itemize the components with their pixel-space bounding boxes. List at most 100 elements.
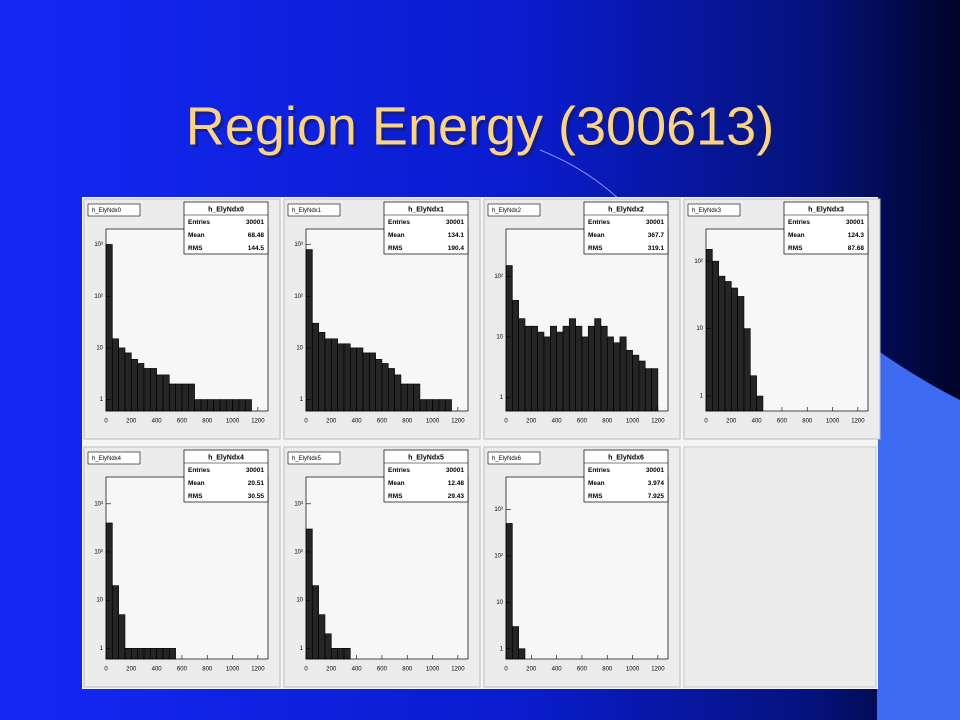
stats-name: Mean [588, 232, 605, 239]
histogram-bar [400, 383, 408, 412]
histogram-bar [137, 648, 145, 660]
y-tick-label: 1 [300, 397, 304, 403]
stats-value: 30001 [446, 467, 464, 474]
histogram-bar [168, 648, 176, 660]
plot-frame [305, 476, 469, 660]
pad-label: h_ElyNdx2 [492, 208, 522, 214]
histogram-bar [606, 336, 614, 412]
histogram-pad: h_ElyNdx5 0 200 400 600 800 1000 1200 1 10 10² 10³ h… [283, 446, 481, 688]
pad-label: h_ElyNdx5 [292, 456, 322, 462]
histogram-bar [406, 383, 414, 412]
stats-name: RMS [188, 245, 203, 252]
histogram-bar [305, 528, 313, 660]
stats-name: RMS [388, 245, 403, 252]
histogram-bar [712, 260, 719, 412]
stats-name: RMS [388, 493, 403, 500]
histogram-bar [375, 359, 383, 412]
histogram-bar [444, 399, 452, 412]
stats-value: 12.48 [448, 480, 465, 487]
x-tick-label: 1000 [626, 667, 640, 673]
y-tick-label: 1 [500, 646, 504, 652]
x-tick-label: 200 [726, 419, 737, 425]
x-tick-label: 800 [802, 419, 813, 425]
x-tick-label: 0 [304, 419, 308, 425]
stats-name: RMS [188, 493, 203, 500]
y-tick-label: 10³ [94, 501, 103, 507]
pad-label: h_ElyNdx3 [692, 208, 722, 214]
stats-name: Entries [188, 219, 210, 226]
histogram-bar [381, 363, 389, 412]
histogram-bar [244, 399, 252, 412]
y-tick-label: 10² [294, 294, 303, 300]
y-tick-label: 1 [700, 394, 704, 400]
y-tick-label: 1 [100, 646, 104, 652]
y-tick-label: 10² [94, 550, 103, 556]
x-tick-label: 1000 [426, 667, 440, 673]
y-tick-label: 10 [296, 345, 303, 351]
histogram-bar [505, 265, 513, 412]
x-tick-label: 1200 [651, 419, 665, 425]
y-tick-label: 10 [96, 598, 103, 604]
histogram-bar [638, 360, 646, 412]
histogram-bar [581, 336, 589, 412]
stats-value: 29.43 [448, 493, 465, 500]
y-tick-label: 10³ [294, 501, 303, 507]
histogram-bar [644, 368, 652, 412]
histogram-bar [162, 648, 170, 660]
y-tick-label: 10³ [94, 242, 103, 248]
empty-pad [683, 446, 877, 688]
stats-name: Mean [388, 232, 405, 239]
histogram-bar [143, 648, 151, 660]
histogram-bar [613, 342, 621, 412]
histogram-bar [318, 614, 326, 660]
y-tick-label: 1 [100, 397, 104, 403]
stats-value: 30001 [246, 219, 264, 226]
stats-name: Entries [388, 467, 410, 474]
histogram-bar [232, 399, 240, 412]
histogram-bar [724, 281, 732, 412]
x-tick-label: 1200 [251, 419, 265, 425]
x-tick-label: 200 [526, 419, 537, 425]
stats-value: 134.1 [448, 232, 465, 239]
stats-value: 124.3 [848, 232, 865, 239]
x-tick-label: 200 [126, 667, 137, 673]
y-tick-label: 10² [694, 259, 703, 265]
histogram-bar [625, 350, 633, 412]
pad-label-box [287, 203, 341, 217]
histogram-bar [632, 354, 640, 412]
histogram-bar [181, 383, 189, 412]
x-tick-label: 1200 [251, 667, 265, 673]
x-tick-label: 600 [177, 419, 188, 425]
stats-title: h_ElyNdx2 [608, 206, 644, 213]
x-tick-label: 1000 [626, 419, 640, 425]
pad-label-box [687, 203, 741, 217]
histogram-bar [143, 368, 151, 412]
histogram-bar [718, 275, 726, 412]
histogram-bar [213, 399, 221, 412]
histogram-bar [518, 648, 526, 660]
stats-box [383, 201, 469, 255]
stats-title: h_ElyNdx4 [208, 454, 244, 461]
histogram-bar [337, 648, 345, 660]
x-tick-label: 200 [126, 419, 137, 425]
histogram-bar [137, 363, 145, 412]
stats-box [183, 201, 269, 255]
histogram-bar [324, 633, 332, 660]
histogram-bar [162, 374, 170, 412]
histogram-bar [568, 318, 576, 412]
stats-value: 30001 [846, 219, 864, 226]
x-tick-label: 0 [504, 419, 508, 425]
histogram-bar [219, 399, 227, 412]
pad-label-box [87, 203, 141, 217]
stats-title: h_ElyNdx0 [208, 206, 244, 213]
x-tick-label: 800 [202, 667, 213, 673]
x-tick-label: 600 [577, 419, 588, 425]
x-tick-label: 800 [202, 419, 213, 425]
x-tick-label: 400 [352, 667, 363, 673]
stats-name: Entries [388, 219, 410, 226]
stats-name: Entries [188, 467, 210, 474]
stats-value: 144.5 [248, 245, 265, 252]
stats-name: RMS [588, 493, 603, 500]
x-tick-label: 200 [326, 419, 337, 425]
